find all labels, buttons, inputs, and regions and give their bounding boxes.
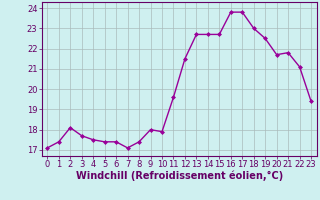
X-axis label: Windchill (Refroidissement éolien,°C): Windchill (Refroidissement éolien,°C) <box>76 171 283 181</box>
